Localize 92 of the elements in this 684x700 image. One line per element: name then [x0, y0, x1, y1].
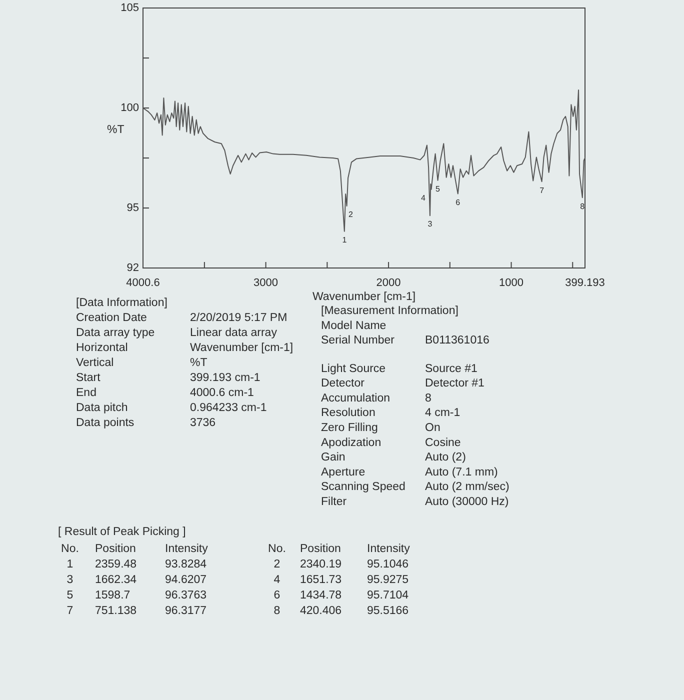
- text: Intensity: [367, 543, 410, 556]
- text: Data pitch: [76, 402, 128, 414]
- text: 95.9275: [367, 574, 409, 586]
- annotation: 5: [436, 184, 441, 194]
- text: 420.406: [300, 605, 342, 618]
- text: 95.7104: [367, 590, 410, 602]
- text: Gain: [321, 452, 346, 464]
- text: 2: [274, 558, 280, 571]
- text: 4000.6 cm-1: [190, 387, 254, 400]
- text: 95.1046: [367, 558, 409, 571]
- text: Data array type: [76, 327, 155, 340]
- text: [Measurement Information]: [321, 305, 458, 318]
- text: Zero Filling: [321, 422, 378, 434]
- text: Creation Date: [76, 312, 147, 324]
- text: Scanning Speed: [321, 481, 406, 494]
- text: 94.6207: [165, 574, 207, 586]
- text: %T: [190, 357, 208, 370]
- annotation: 7: [540, 186, 545, 195]
- text: Auto (2 mm/sec): [425, 481, 510, 494]
- text: 6: [274, 590, 280, 602]
- annotation: 1: [342, 236, 348, 245]
- text: 1598.7: [95, 590, 130, 602]
- annotation: 4: [421, 194, 426, 203]
- text: 96.3763: [165, 590, 207, 602]
- x-axis-title: Wavenumber [cm-1]: [312, 291, 416, 304]
- text: 96.3177: [165, 605, 207, 618]
- y-tick-label: 92: [126, 262, 139, 274]
- text: 8: [274, 605, 280, 618]
- text: 751.138: [95, 605, 137, 618]
- text: Vertical: [76, 357, 114, 370]
- text: [ Result of Peak Picking ]: [58, 526, 186, 538]
- text: Model Name: [321, 320, 386, 332]
- text: Intensity: [165, 543, 208, 556]
- text: 1651.73: [300, 574, 342, 586]
- text: Linear data array: [190, 327, 278, 340]
- text: 399.193 cm-1: [190, 372, 260, 384]
- line-series: [142, 90, 586, 232]
- text: Accumulation: [321, 392, 390, 404]
- text: Filter: [321, 496, 347, 508]
- text: No.: [268, 543, 286, 556]
- text: Detector #1: [425, 378, 484, 390]
- text: B011361016: [425, 334, 490, 347]
- text: Auto (30000 Hz): [425, 496, 509, 508]
- text: 2340.19: [300, 558, 342, 571]
- text: No.: [61, 543, 79, 556]
- y-tick-label: 95: [126, 202, 139, 214]
- text: Auto (7.1 mm): [425, 466, 498, 478]
- text: 4: [274, 574, 281, 586]
- y-axis-title: %T: [107, 124, 124, 136]
- text: Light Source: [321, 362, 386, 375]
- text: 7: [66, 605, 74, 618]
- text: Serial Number: [321, 334, 395, 347]
- text: Aperture: [321, 466, 366, 478]
- x-tick-label: 4000.6: [126, 276, 160, 289]
- y-tick-label: 100: [120, 102, 139, 114]
- annotation: 6: [456, 198, 461, 207]
- text: 4 cm-1: [425, 407, 460, 420]
- text: Data points: [76, 417, 134, 430]
- text: 1662.34: [95, 574, 138, 586]
- text: Start: [76, 372, 102, 384]
- source-note: Source #1: [425, 362, 478, 375]
- text: Cosine: [425, 436, 461, 449]
- x-tick-label: 3000: [254, 276, 278, 289]
- x-tick-label: 399.193: [565, 276, 605, 289]
- text: [Data Information]: [76, 297, 168, 310]
- x-tick-label: 1000: [499, 276, 524, 289]
- text: 3: [66, 574, 74, 586]
- text: 93.8284: [165, 558, 208, 571]
- text: 3736: [190, 417, 216, 430]
- annotation: 3: [428, 220, 433, 229]
- text: End: [76, 387, 96, 400]
- text: Position: [300, 543, 341, 556]
- annotation: 8: [580, 202, 586, 211]
- x-tick-label: 2000: [376, 276, 401, 289]
- text: 1434.78: [300, 590, 342, 602]
- text: 2359.48: [95, 558, 137, 571]
- text: Horizontal: [76, 342, 128, 354]
- text: 2/20/2019 5:17 PM: [190, 312, 288, 324]
- text: Detector: [321, 378, 365, 390]
- text: 95.5166: [367, 605, 409, 618]
- text: Auto (2): [425, 452, 466, 464]
- text: On: [425, 422, 440, 434]
- text: Wavenumber [cm-1]: [190, 342, 294, 354]
- text: Resolution: [321, 407, 376, 420]
- text: Apodization: [321, 436, 382, 449]
- text: 0.964233 cm-1: [190, 402, 267, 414]
- text: 5: [66, 590, 74, 602]
- text: 8: [425, 392, 432, 404]
- text: Position: [95, 543, 136, 556]
- text: 1: [66, 558, 74, 571]
- annotation: 2: [348, 210, 354, 220]
- y-tick-label: 105: [120, 2, 139, 14]
